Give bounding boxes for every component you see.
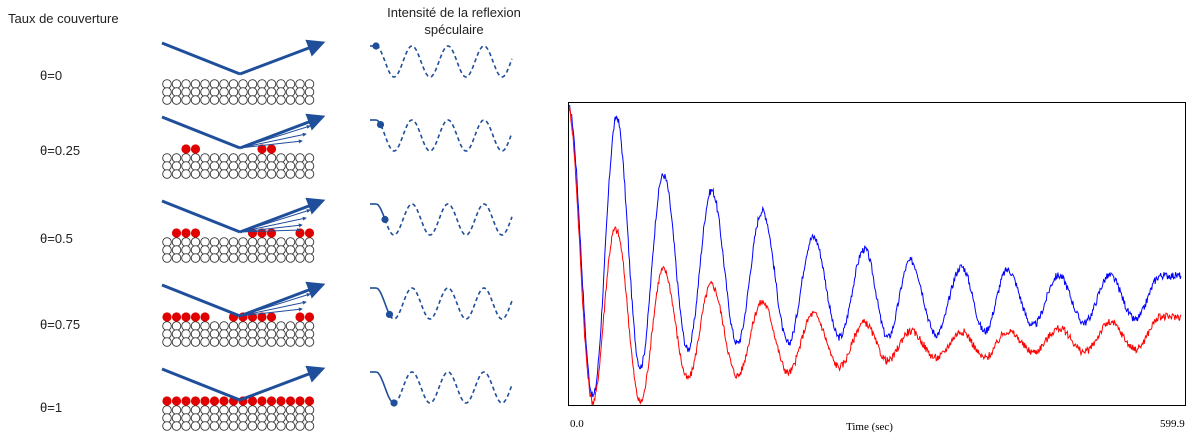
intensity-header: Intensité de la reflexion spéculaire	[372, 4, 536, 38]
specular-beam	[239, 365, 326, 402]
incident-beam	[161, 283, 241, 318]
incident-beam	[161, 367, 241, 402]
theta-label: θ=0.25	[40, 143, 80, 158]
substrate-lattice	[162, 79, 315, 105]
intensity-curve-measured	[375, 203, 386, 220]
diffuse-beam	[239, 223, 303, 233]
diffuse-beam	[239, 139, 303, 149]
specular-beam	[239, 39, 326, 76]
intensity-curve-future	[375, 45, 513, 78]
intensity-marker	[376, 120, 385, 129]
diffuse-beam	[239, 216, 307, 233]
intensity-header-line2: spéculaire	[424, 22, 484, 37]
x-tick-min: 0.0	[570, 418, 584, 430]
coverage-row: θ=0.75	[40, 281, 513, 347]
intensity-curve-future	[389, 287, 513, 320]
coverage-row: θ=0.25	[40, 113, 513, 179]
diagram-panel: θ=0 θ=0.25 θ=0.5 θ=0.75 θ=1	[40, 39, 513, 431]
x-tick-max: 599.9	[1160, 418, 1185, 430]
intensity-curve-future	[384, 203, 513, 236]
coverage-row: θ=0	[40, 39, 513, 105]
theta-label: θ=0.75	[40, 317, 80, 332]
series-blue-line	[568, 104, 1182, 398]
adatom-layer	[162, 396, 315, 406]
coverage-row: θ=1	[40, 365, 513, 431]
coverage-header: Taux de couverture	[8, 11, 119, 26]
x-axis-label: Time (sec)	[846, 421, 893, 433]
diffuse-beam	[239, 228, 301, 233]
incident-beam	[161, 115, 241, 150]
intensity-marker	[385, 310, 394, 319]
intensity-header-line1: Intensité de la reflexion	[387, 5, 521, 20]
diffuse-beam	[239, 307, 303, 317]
intensity-curve-future	[393, 371, 513, 404]
coverage-row: θ=0.5	[40, 197, 513, 263]
diffuse-beam	[239, 209, 311, 233]
rheed-chart	[568, 102, 1186, 406]
diffuse-beam	[239, 125, 311, 149]
intensity-curve-measured	[375, 371, 395, 404]
intensity-curve-future	[380, 119, 513, 152]
intensity-curve-measured	[375, 287, 390, 314]
specular-beam	[239, 113, 326, 150]
substrate-lattice	[162, 153, 315, 179]
substrate-lattice	[162, 321, 315, 347]
adatom-layer	[181, 144, 277, 154]
diffuse-beam	[239, 132, 307, 149]
diffuse-beam	[239, 300, 307, 317]
intensity-marker	[381, 215, 389, 224]
theta-label: θ=1	[40, 400, 62, 415]
theta-label: θ=0.5	[40, 231, 73, 246]
intensity-marker	[372, 42, 380, 50]
incident-beam	[161, 199, 241, 234]
plot-border	[568, 102, 1186, 406]
diffuse-beam	[239, 293, 311, 317]
theta-label: θ=0	[40, 68, 62, 83]
series-red-line	[568, 107, 1182, 406]
intensity-marker	[390, 399, 398, 407]
substrate-lattice	[162, 405, 315, 431]
incident-beam	[161, 41, 241, 76]
substrate-lattice	[162, 237, 315, 263]
specular-beam	[239, 281, 326, 318]
plot-area	[568, 104, 1182, 406]
specular-beam	[239, 197, 326, 234]
